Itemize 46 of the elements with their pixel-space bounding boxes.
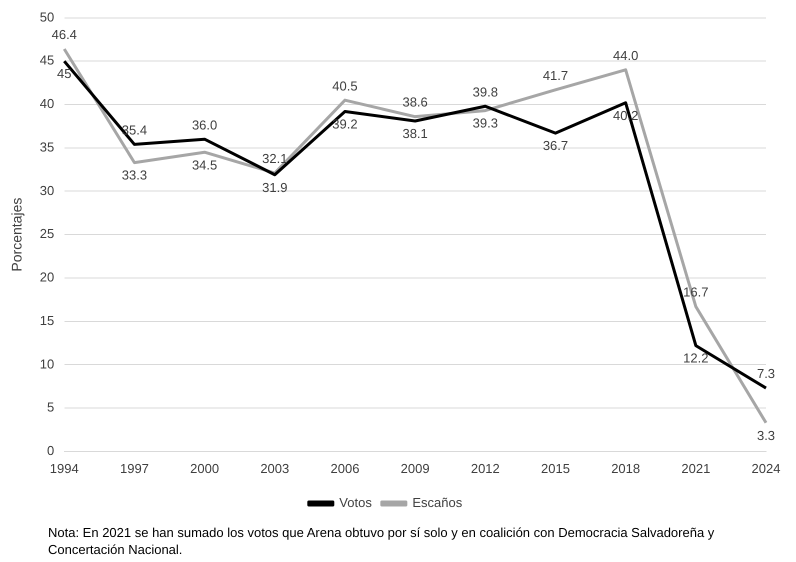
data-label: 40.5 bbox=[332, 78, 358, 94]
data-label: 45 bbox=[57, 66, 72, 82]
y-tick-label: 30 bbox=[40, 182, 54, 198]
data-label: 7.3 bbox=[756, 366, 776, 382]
data-label: 3.3 bbox=[756, 428, 776, 443]
legend-label: Escaños bbox=[412, 495, 463, 510]
data-label: 36.7 bbox=[542, 138, 568, 154]
data-label: 39.2 bbox=[332, 116, 358, 132]
y-tick-label: 5 bbox=[47, 400, 54, 415]
x-tick-label: 2012 bbox=[470, 460, 500, 476]
legend-label: Votos bbox=[339, 495, 372, 510]
y-tick-label: 50 bbox=[40, 9, 54, 24]
y-tick-label: 45 bbox=[40, 52, 54, 68]
data-label: 41.7 bbox=[542, 68, 568, 83]
data-label: 32.1 bbox=[262, 151, 288, 166]
x-tick-label: 2024 bbox=[752, 460, 780, 476]
data-label: 31.9 bbox=[262, 180, 288, 195]
y-tick-label: 40 bbox=[40, 96, 54, 112]
data-label: 39.3 bbox=[472, 116, 498, 131]
y-tick-label: 20 bbox=[40, 270, 54, 285]
data-label: 34.5 bbox=[192, 157, 218, 172]
data-label: 44.0 bbox=[612, 48, 638, 63]
x-tick-label: 1997 bbox=[120, 460, 149, 476]
x-tick-label: 2009 bbox=[400, 460, 430, 476]
y-tick-label: 10 bbox=[40, 356, 54, 372]
data-label: 12.2 bbox=[683, 350, 708, 366]
data-label: 33.3 bbox=[122, 168, 148, 183]
y-axis-title: Porcentajes bbox=[8, 198, 24, 272]
x-tick-label: 2003 bbox=[260, 460, 290, 476]
x-tick-label: 2018 bbox=[611, 460, 640, 476]
data-label: 46.4 bbox=[52, 27, 77, 42]
y-tick-label: 0 bbox=[47, 442, 54, 458]
x-tick-label: 2006 bbox=[330, 460, 360, 476]
data-label: 38.1 bbox=[402, 126, 428, 142]
y-tick-label: 25 bbox=[40, 226, 54, 242]
x-tick-label: 2021 bbox=[681, 460, 710, 476]
text: Nota: En 2021 se han sumado los votos que Arena obtuvo por sí solo y en coalición con Democracia Salvadoreña y Concertación Nacional. bbox=[48, 524, 716, 558]
x-tick-label: 2015 bbox=[541, 460, 570, 476]
data-label: 16.7 bbox=[683, 284, 708, 300]
data-label: 39.8 bbox=[472, 84, 498, 100]
data-label: 36.0 bbox=[192, 117, 218, 132]
data-label: 38.6 bbox=[402, 94, 428, 110]
y-tick-label: 15 bbox=[40, 312, 54, 328]
x-tick-label: 2000 bbox=[190, 460, 220, 476]
y-tick-label: 35 bbox=[40, 139, 54, 154]
x-tick-label: 1994 bbox=[50, 460, 79, 476]
